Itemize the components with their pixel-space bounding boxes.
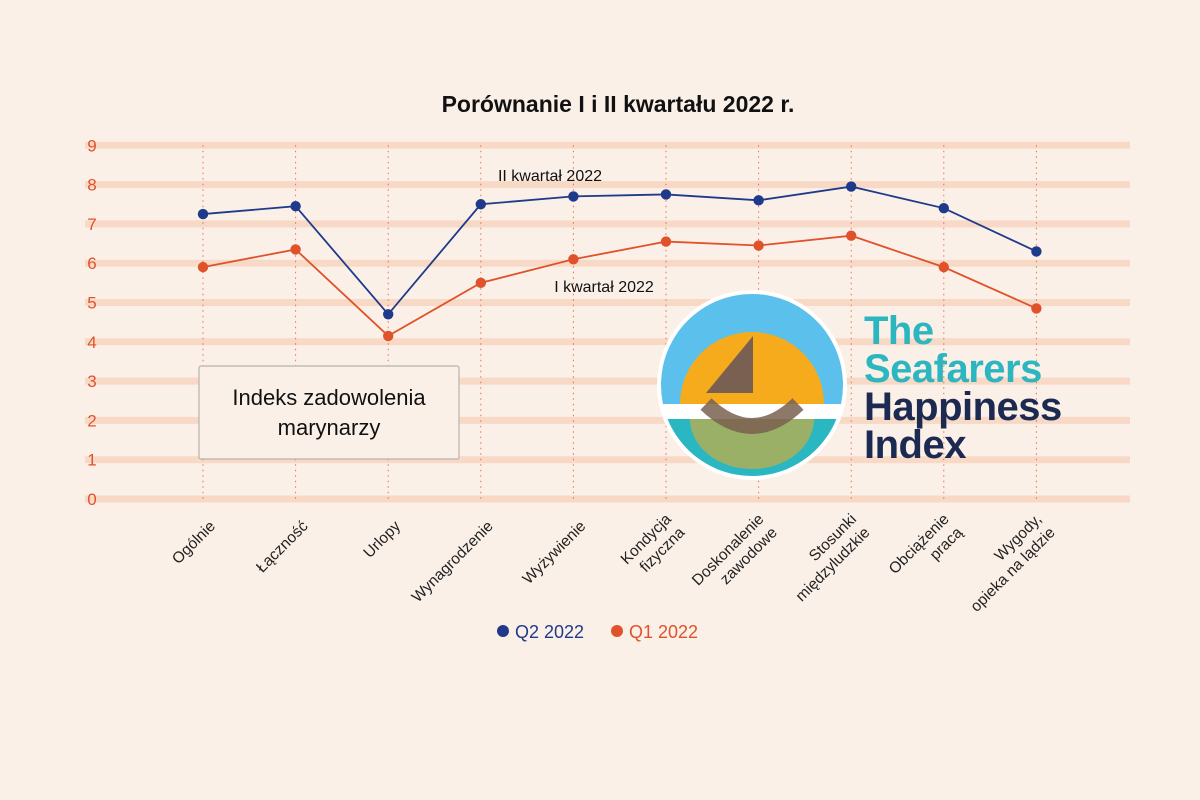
chart-title: Porównanie I i II kwartału 2022 r. — [442, 91, 795, 117]
info-box-line2: marynarzy — [278, 415, 381, 440]
x-tick-label: Urlopy — [360, 518, 404, 562]
y-tick-label: 1 — [87, 451, 96, 470]
series-line-q2 — [202, 185, 1037, 316]
data-point-q1 — [475, 277, 486, 289]
data-point-q1 — [197, 261, 209, 273]
info-box-frame — [198, 365, 460, 460]
legend-label-q1: Q1 2022 — [629, 622, 698, 642]
y-tick-label: 7 — [87, 215, 96, 234]
y-tick-label: 0 — [87, 490, 96, 509]
y-tick-label: 2 — [87, 411, 96, 430]
data-point-q1 — [938, 261, 949, 273]
y-tick-label: 8 — [87, 176, 96, 195]
series-label-q1: I kwartał 2022 — [554, 279, 654, 296]
y-tick-label: 3 — [87, 372, 96, 391]
data-point-q2 — [660, 189, 672, 200]
x-tick-line: Wyżywienie — [520, 518, 590, 588]
x-tick-label: Wyżywienie — [520, 518, 590, 588]
data-point-q1 — [383, 330, 394, 342]
data-point-q1 — [846, 230, 857, 241]
data-point-q2 — [568, 191, 579, 202]
legend-marker-q1 — [611, 625, 623, 637]
x-tick-label: Wynagrodzenie — [409, 518, 497, 606]
legend-label-q2: Q2 2022 — [515, 622, 584, 642]
data-point-q2 — [938, 202, 949, 214]
logo-text-happiness: Happiness — [864, 385, 1062, 429]
x-tick-label: Łączność — [253, 518, 311, 576]
x-tick-line: Ogólnie — [169, 518, 219, 568]
data-point-q1 — [290, 244, 301, 255]
x-tick-label: Obciążeniepracą — [886, 511, 967, 592]
x-tick-line: Łączność — [253, 518, 311, 576]
series-line-q1 — [202, 234, 1037, 338]
y-tick-label: 6 — [87, 254, 96, 273]
data-point-q1 — [1031, 303, 1042, 314]
series-points — [197, 181, 1042, 342]
y-tick-label: 9 — [87, 136, 96, 155]
x-tick-label: Stosunkimiędzyludzkie — [779, 511, 873, 605]
data-point-q2 — [197, 208, 209, 220]
data-point-q1 — [753, 240, 764, 251]
x-tick-label: Ogólnie — [169, 518, 219, 568]
y-tick-label: 5 — [87, 294, 96, 313]
x-tick-line: Wynagrodzenie — [409, 518, 497, 606]
info-box: Indeks zadowolenia marynarzy — [198, 365, 460, 460]
series-lines — [202, 185, 1037, 338]
legend: Q2 2022 Q1 2022 — [497, 622, 698, 642]
logo-text-the: The — [864, 309, 934, 353]
data-point-q2 — [475, 199, 486, 210]
data-point-q1 — [660, 236, 672, 247]
data-point-q2 — [1031, 246, 1042, 257]
data-point-q2 — [383, 309, 394, 320]
data-point-q2 — [753, 195, 764, 206]
series-label-q2: II kwartał 2022 — [498, 168, 602, 185]
x-tick-label: Kondycjafizyczna — [618, 511, 689, 582]
legend-marker-q2 — [497, 625, 509, 637]
y-axis: 0 1 2 3 4 5 6 7 8 9 — [87, 136, 96, 509]
data-point-q2 — [290, 201, 301, 212]
info-box-line1: Indeks zadowolenia — [232, 385, 426, 410]
x-tick-line: Urlopy — [360, 518, 404, 562]
logo-sail — [706, 336, 753, 393]
logo-text-seafarers: Seafarers — [864, 347, 1042, 391]
logo-text-index: Index — [864, 423, 966, 467]
y-tick-label: 4 — [87, 333, 96, 352]
logo-boat-hull — [700, 398, 804, 434]
data-point-q1 — [568, 254, 579, 265]
x-tick-label: Doskonaleniezawodowe — [689, 511, 781, 603]
x-axis: Ogólnie Łączność Urlopy Wynagrodzenie Wyżywi… — [169, 511, 1059, 616]
logo-sun-reflection — [690, 419, 814, 469]
x-tick-label: Wygody,opieka na lądzie — [954, 511, 1059, 616]
data-point-q2 — [846, 181, 857, 192]
